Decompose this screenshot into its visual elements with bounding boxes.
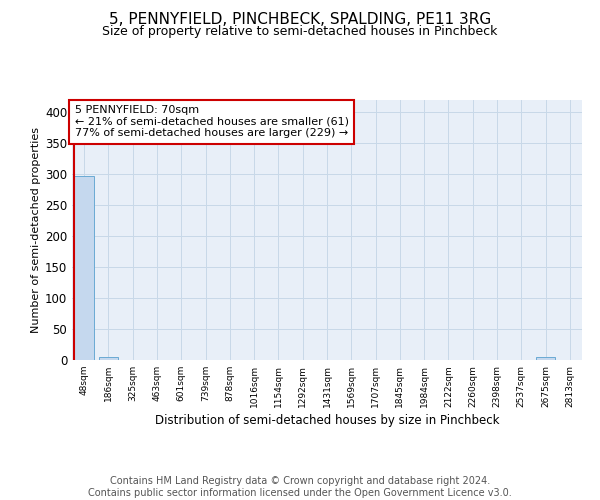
Text: 5 PENNYFIELD: 70sqm
← 21% of semi-detached houses are smaller (61)
77% of semi-d: 5 PENNYFIELD: 70sqm ← 21% of semi-detach… xyxy=(74,105,349,138)
Text: 5, PENNYFIELD, PINCHBECK, SPALDING, PE11 3RG: 5, PENNYFIELD, PINCHBECK, SPALDING, PE11… xyxy=(109,12,491,28)
X-axis label: Distribution of semi-detached houses by size in Pinchbeck: Distribution of semi-detached houses by … xyxy=(155,414,499,427)
Text: Size of property relative to semi-detached houses in Pinchbeck: Size of property relative to semi-detach… xyxy=(103,25,497,38)
Y-axis label: Number of semi-detached properties: Number of semi-detached properties xyxy=(31,127,41,333)
Bar xyxy=(74,176,94,360)
Text: Contains HM Land Registry data © Crown copyright and database right 2024.
Contai: Contains HM Land Registry data © Crown c… xyxy=(88,476,512,498)
Bar xyxy=(99,357,118,360)
Bar xyxy=(536,357,555,360)
